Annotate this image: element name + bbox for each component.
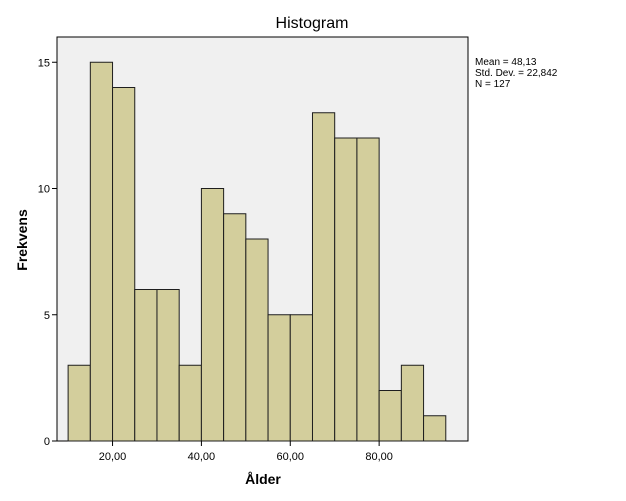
histogram-bar xyxy=(423,415,447,442)
bars-group xyxy=(67,61,447,442)
y-tick-label: 5 xyxy=(44,310,50,322)
histogram-bar xyxy=(223,213,247,442)
stats-n: N = 127 xyxy=(475,79,511,90)
histogram-bar xyxy=(178,364,202,442)
histogram-bar xyxy=(245,238,269,442)
y-tick-label: 10 xyxy=(38,184,50,196)
histogram-bar xyxy=(400,364,425,442)
histogram-bar xyxy=(134,289,158,442)
histogram-bar xyxy=(334,137,358,442)
histogram-bar xyxy=(112,87,136,442)
chart-title: Histogram xyxy=(276,15,349,32)
stats-mean: Mean = 48,13 xyxy=(475,57,537,68)
stats-box: Mean = 48,13 Std. Dev. = 22,842 N = 127 xyxy=(475,57,557,90)
histogram-bar xyxy=(378,390,402,442)
histogram-bar xyxy=(67,364,91,442)
histogram-bar xyxy=(89,61,114,442)
axes-group: 0 5 10 15 20,00 40,00 60,00 80,00 xyxy=(38,57,393,463)
x-tick-label: 80,00 xyxy=(365,451,393,463)
y-axis-label: Frekvens xyxy=(14,209,30,271)
x-tick-label: 40,00 xyxy=(188,451,216,463)
histogram-bar xyxy=(356,137,380,442)
histogram-bar xyxy=(311,112,336,442)
stats-std-dev: Std. Dev. = 22,842 xyxy=(475,68,558,79)
x-tick-label: 60,00 xyxy=(277,451,305,463)
histogram-bar xyxy=(289,314,313,442)
y-tick-label: 15 xyxy=(38,57,50,69)
histogram-bar xyxy=(267,314,291,442)
histogram-bar xyxy=(200,188,225,442)
y-tick-label: 0 xyxy=(44,436,50,448)
x-axis-label: Ålder xyxy=(245,471,281,487)
histogram-bar xyxy=(156,289,180,442)
x-tick-label: 20,00 xyxy=(99,451,127,463)
